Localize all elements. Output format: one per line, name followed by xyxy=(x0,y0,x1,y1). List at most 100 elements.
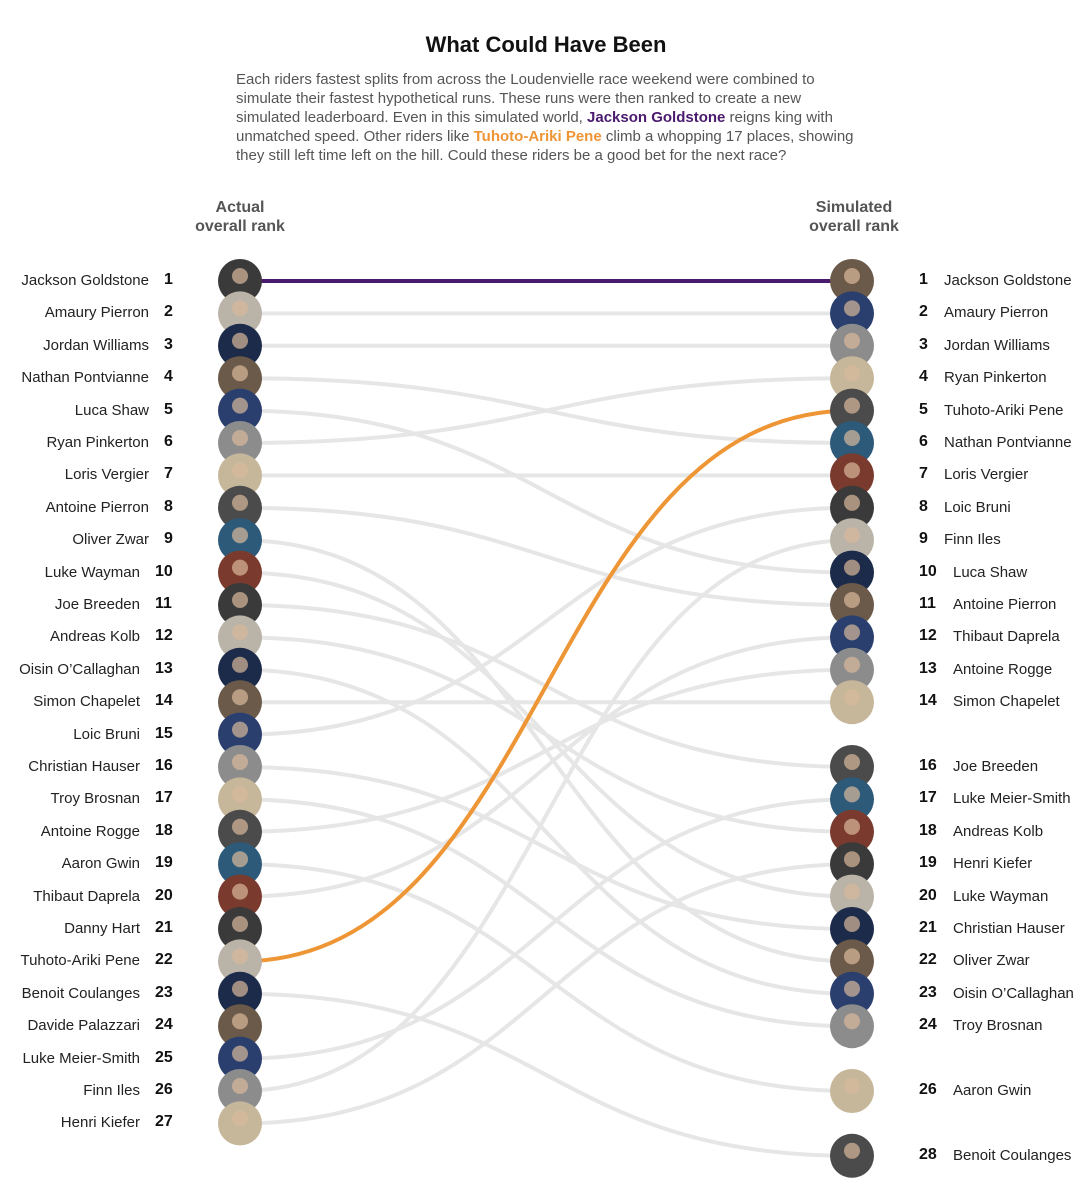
avatar-face-icon xyxy=(844,624,860,641)
rider-line xyxy=(239,862,853,1126)
subtitle-text: reigns king with unmatched speed. Other … xyxy=(236,109,833,145)
right-axis-header: Simulated overall rank xyxy=(809,199,899,235)
chart-title: What Could Have Been xyxy=(425,32,667,57)
actual-rank: 11 xyxy=(155,595,172,612)
avatar-face-icon xyxy=(232,980,248,997)
rider-line xyxy=(239,667,853,834)
simulated-rider-name: Simon Chapelet xyxy=(953,693,1060,711)
actual-rank: 20 xyxy=(155,886,173,904)
simulated-rank: 23 xyxy=(919,983,937,1001)
simulated-rank: 13 xyxy=(919,659,937,677)
avatar-face-icon xyxy=(232,494,248,511)
simulated-rider-name: Ryan Pinkerton xyxy=(944,369,1047,387)
actual-rider-name: Ryan Pinkerton xyxy=(46,434,149,451)
actual-rank: 5 xyxy=(164,400,173,418)
avatar-face-icon xyxy=(844,656,860,673)
simulated-rank: 12 xyxy=(919,627,937,645)
actual-rider-name: Finn Iles xyxy=(83,1082,140,1099)
avatar-face-icon xyxy=(232,430,248,446)
subtitle-text: Each riders fastest splits from across t… xyxy=(236,71,815,126)
actual-rider-name: Nathan Pontvianne xyxy=(21,369,149,387)
avatar-face-icon xyxy=(232,754,248,770)
simulated-rank: 22 xyxy=(919,951,937,969)
simulated-rider-name: Oliver Zwar xyxy=(953,952,1030,970)
simulated-rank: 7 xyxy=(919,465,928,483)
rider-line xyxy=(239,408,853,964)
actual-rider-name: Benoit Coulanges xyxy=(21,984,140,1002)
simulated-rank: 2 xyxy=(919,303,928,321)
avatar-face-icon xyxy=(844,592,860,608)
actual-rider-name: Loris Vergier xyxy=(64,466,149,484)
actual-rider-name: Troy Brosnan xyxy=(50,790,140,808)
actual-rider-name: Loic Bruni xyxy=(73,725,140,743)
simulated-rider-name: Aaron Gwin xyxy=(953,1082,1032,1099)
avatar-face-icon xyxy=(844,980,860,997)
actual-rank: 23 xyxy=(155,983,173,1001)
rider-line xyxy=(239,667,853,996)
simulated-rank: 10 xyxy=(919,562,937,580)
avatar-face-icon xyxy=(232,1110,248,1127)
actual-rider-name: Jackson Goldstone xyxy=(21,272,149,289)
avatar-face-icon xyxy=(844,786,860,803)
avatar-face-icon xyxy=(232,883,248,900)
simulated-rank: 20 xyxy=(919,886,937,904)
actual-rider-name: Luca Shaw xyxy=(74,401,149,419)
actual-rider-name: Joe Breeden xyxy=(54,596,140,613)
actual-rank: 21 xyxy=(155,919,173,936)
simulated-rank: 9 xyxy=(919,530,928,548)
simulated-rank: 5 xyxy=(919,400,928,418)
avatar-face-icon xyxy=(844,1013,860,1030)
actual-rank: 3 xyxy=(164,335,173,353)
simulated-rider-name: Jordan Williams xyxy=(944,336,1050,354)
simulated-rank: 8 xyxy=(919,497,928,515)
avatar-face-icon xyxy=(232,559,248,576)
avatar-face-icon xyxy=(232,1013,248,1030)
avatar-face-icon xyxy=(232,300,248,317)
simulated-rank: 17 xyxy=(919,789,937,807)
simulated-rider-name: Antoine Rogge xyxy=(953,660,1053,678)
avatar-face-icon xyxy=(844,689,860,706)
avatar-face-icon xyxy=(232,1045,248,1062)
rider-line xyxy=(239,797,853,1061)
rider-line xyxy=(239,505,853,737)
actual-rider-name: Antoine Pierron xyxy=(45,498,149,516)
actual-rank: 25 xyxy=(155,1048,173,1066)
simulated-rider-name: Christian Hauser xyxy=(953,920,1065,937)
avatar-face-icon xyxy=(844,397,860,414)
avatar-face-icon xyxy=(844,559,860,576)
simulated-rider-name: Loris Vergier xyxy=(944,466,1029,484)
simulated-rider-name: Joe Breeden xyxy=(953,758,1039,775)
actual-rider-name: Henri Kiefer xyxy=(60,1114,140,1132)
actual-rank: 14 xyxy=(155,692,173,710)
rider-line xyxy=(239,505,853,607)
avatar-face-icon xyxy=(232,365,248,382)
simulated-rider-name: Loic Bruni xyxy=(944,498,1011,516)
avatar-face-icon xyxy=(844,332,860,349)
actual-rider-name: Luke Meier-Smith xyxy=(22,1049,140,1067)
avatar-face-icon xyxy=(232,462,248,479)
rider-line xyxy=(239,862,853,1093)
rider-line xyxy=(239,635,853,834)
simulated-rider-name: Oisin O’Callaghan xyxy=(953,984,1074,1002)
avatar-face-icon xyxy=(232,1078,248,1094)
avatar-face-icon xyxy=(232,916,248,932)
actual-rider-name: Tuhoto-Ariki Pene xyxy=(20,952,140,970)
simulated-rider-name: Antoine Pierron xyxy=(953,596,1057,613)
actual-rank: 1 xyxy=(164,271,173,288)
simulated-rank: 1 xyxy=(919,271,928,288)
actual-rank: 8 xyxy=(164,497,173,515)
avatar-face-icon xyxy=(232,332,248,349)
simulated-rank: 21 xyxy=(919,919,937,936)
simulated-rank: 6 xyxy=(919,433,928,450)
simulated-rider-name: Nathan Pontvianne xyxy=(944,434,1072,451)
actual-rank: 4 xyxy=(164,368,173,386)
avatar-face-icon xyxy=(844,268,860,284)
actual-rank: 18 xyxy=(155,821,173,839)
avatar-face-icon xyxy=(844,883,860,900)
subtitle-text: climb a whopping 17 places, showing they… xyxy=(236,128,854,164)
simulated-rank: 24 xyxy=(919,1016,937,1034)
avatar-face-icon xyxy=(844,851,860,868)
actual-rank: 27 xyxy=(155,1113,173,1131)
rider-line xyxy=(239,408,853,575)
